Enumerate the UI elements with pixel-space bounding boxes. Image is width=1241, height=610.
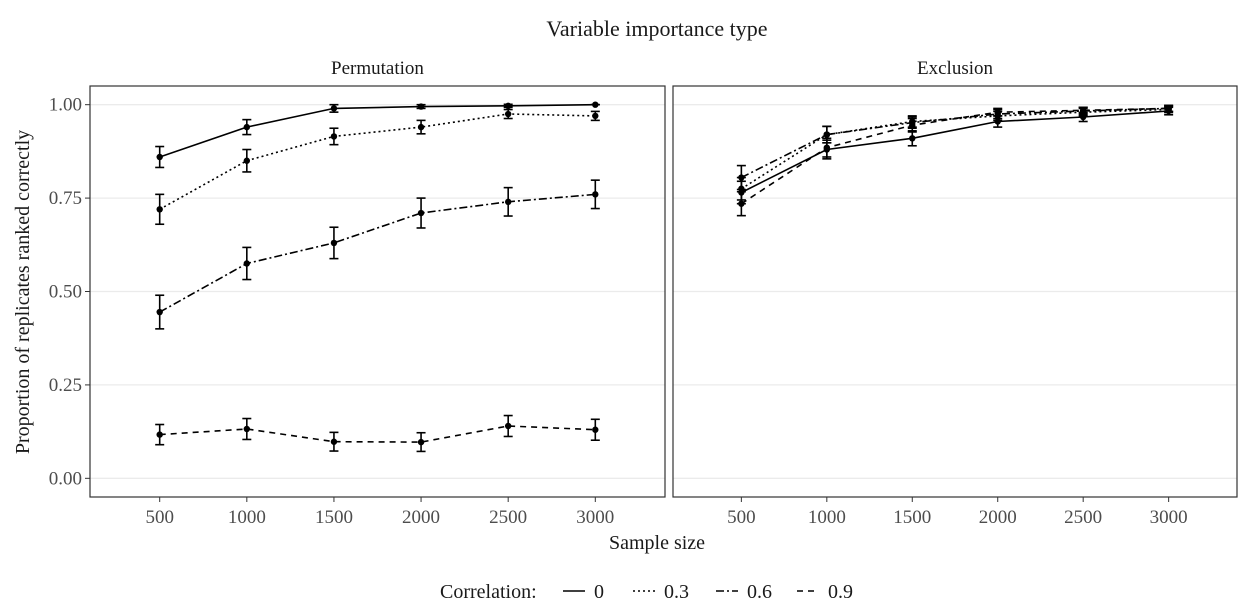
data-point <box>823 144 831 151</box>
data-point <box>738 174 745 181</box>
x-tick-label: 3000 <box>1150 507 1188 528</box>
data-point <box>738 200 745 207</box>
x-tick-label: 2000 <box>979 507 1017 528</box>
data-point <box>156 431 163 438</box>
data-point <box>243 123 251 131</box>
panel-0: Permutation 500 1000 1500 2000 2500 3000 0.00 0.… <box>49 58 666 528</box>
data-point <box>1165 105 1172 112</box>
x-tick-label: 2500 <box>1064 507 1102 528</box>
y-axis-title: Proportion of replicates ranked correctl… <box>12 130 34 454</box>
series-line <box>741 110 1169 194</box>
data-point <box>1079 107 1087 114</box>
data-point <box>592 191 599 198</box>
legend-label: 0.9 <box>828 581 853 603</box>
data-point <box>330 239 338 247</box>
facet-title: Permutation <box>331 58 424 79</box>
x-tick-label: 1000 <box>228 507 266 528</box>
y-tick-label: 1.00 <box>49 95 82 116</box>
panel-1: Exclusion 500 1000 1500 2000 2500 3000 <box>672 58 1238 528</box>
series-line <box>159 425 596 443</box>
series-line <box>740 107 1169 205</box>
data-point <box>504 102 512 110</box>
y-tick-label: 0.50 <box>49 282 82 303</box>
data-point <box>417 438 425 446</box>
data-point <box>504 198 512 206</box>
facet-panels: Permutation 500 1000 1500 2000 2500 3000 0.00 0.… <box>49 58 1238 528</box>
series-line <box>159 193 596 313</box>
legend-title: Correlation: <box>440 581 537 603</box>
data-point <box>156 206 163 213</box>
data-point <box>330 105 338 112</box>
series-line <box>159 103 596 158</box>
data-point <box>243 425 251 433</box>
legend-label: 0.3 <box>664 581 689 603</box>
x-tick-label: 1500 <box>893 507 931 528</box>
data-point <box>994 108 1001 116</box>
x-tick-label: 500 <box>727 507 756 528</box>
data-point <box>243 157 251 164</box>
data-point <box>592 426 599 433</box>
data-point <box>417 103 425 110</box>
data-point <box>330 438 338 445</box>
facet-title: Exclusion <box>917 58 993 79</box>
x-tick-label: 2000 <box>402 507 440 528</box>
x-tick-label: 1500 <box>315 507 353 528</box>
data-point <box>330 133 338 140</box>
legend-label: 0.6 <box>747 581 772 603</box>
data-point <box>417 209 425 217</box>
x-tick-label: 500 <box>145 507 174 528</box>
data-point <box>243 260 251 267</box>
data-point <box>909 135 916 142</box>
data-point <box>156 153 163 161</box>
data-point <box>504 422 512 430</box>
data-point <box>156 308 163 316</box>
y-tick-label: 0.75 <box>49 188 82 209</box>
x-tick-label: 3000 <box>576 507 614 528</box>
panel-border <box>672 85 1238 498</box>
y-tick-label: 0.25 <box>49 375 82 396</box>
data-point <box>417 123 425 131</box>
x-axis-title: Sample size <box>609 532 705 554</box>
legend-label: 0 <box>594 581 604 603</box>
chart-title: Variable importance type <box>546 16 767 41</box>
y-tick-label: 0.00 <box>49 468 82 489</box>
data-point <box>823 131 831 138</box>
legend: Correlation: 0 0.3 0.6 0.9 <box>440 581 853 603</box>
data-point <box>504 110 512 118</box>
data-point <box>909 122 916 129</box>
x-tick-label: 1000 <box>808 507 846 528</box>
series-line <box>159 113 596 210</box>
series-line <box>740 108 1169 190</box>
data-point <box>592 101 599 108</box>
x-tick-label: 2500 <box>489 507 527 528</box>
data-point <box>592 112 599 120</box>
